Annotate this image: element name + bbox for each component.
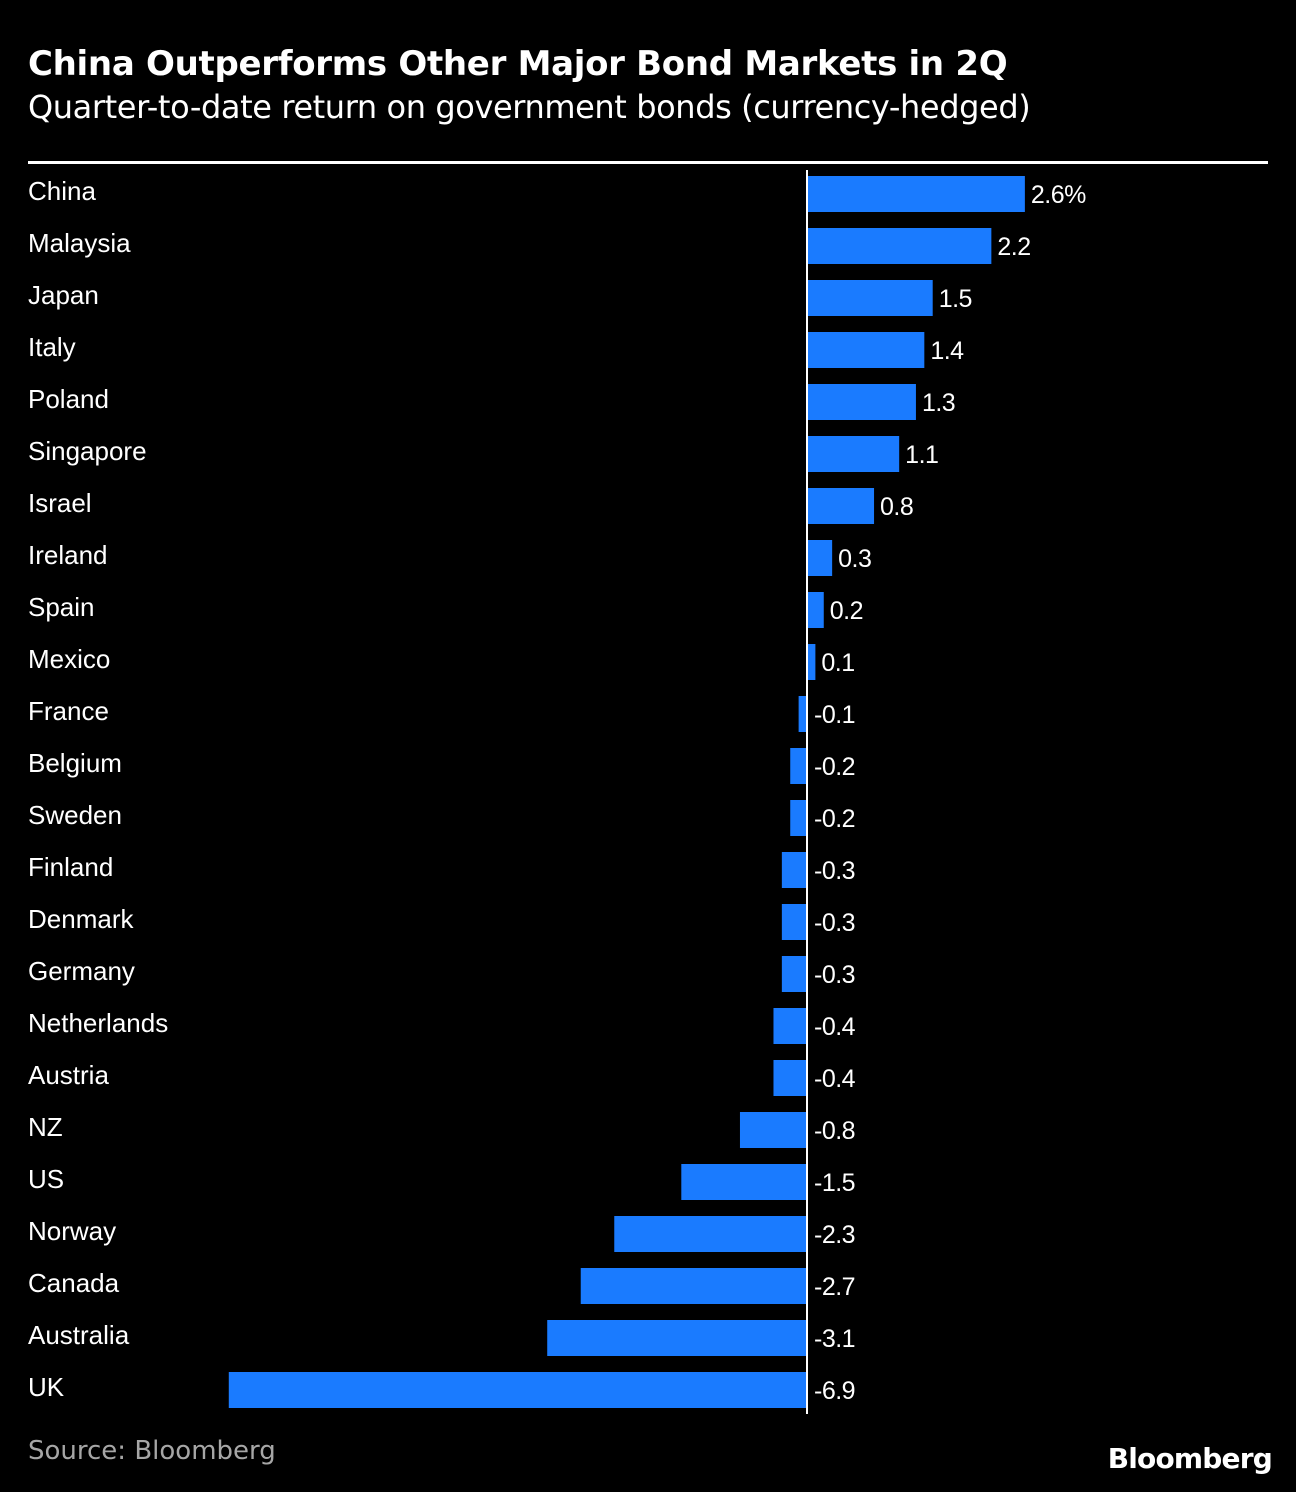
category-label-malaysia: Malaysia [28, 228, 131, 258]
value-label-canada: -2.7 [814, 1273, 855, 1301]
category-label-us: US [28, 1164, 64, 1194]
category-label-nz: NZ [28, 1112, 63, 1142]
category-label-sweden: Sweden [28, 800, 122, 830]
category-label-uk: UK [28, 1372, 65, 1402]
value-label-uk: -6.9 [814, 1377, 855, 1405]
value-label-denmark: -0.3 [814, 909, 855, 937]
value-label-japan: 1.5 [939, 285, 972, 313]
chart-title: China Outperforms Other Major Bond Marke… [28, 44, 1008, 84]
chart-subtitle: Quarter-to-date return on government bon… [28, 88, 1031, 126]
category-label-france: France [28, 696, 109, 726]
bar-uk [228, 1372, 807, 1408]
value-label-australia: -3.1 [814, 1325, 855, 1353]
value-label-israel: 0.8 [880, 493, 913, 521]
bar-belgium [790, 748, 807, 784]
value-label-singapore: 1.1 [905, 441, 938, 469]
value-label-germany: -0.3 [814, 961, 855, 989]
value-label-france: -0.1 [814, 701, 855, 729]
category-label-japan: Japan [28, 280, 99, 310]
value-label-spain: 0.2 [830, 597, 863, 625]
bar-norway [614, 1216, 807, 1252]
value-label-italy: 1.4 [930, 337, 964, 365]
title-divider [28, 161, 1268, 164]
category-label-poland: Poland [28, 384, 109, 414]
bar-finland [781, 852, 807, 888]
value-label-mexico: 0.1 [821, 649, 854, 677]
bar-ireland [807, 540, 833, 576]
bar-denmark [781, 904, 807, 940]
value-label-malaysia: 2.2 [997, 233, 1030, 261]
value-label-netherlands: -0.4 [814, 1013, 856, 1041]
category-label-germany: Germany [28, 956, 135, 986]
bar-japan [807, 280, 933, 316]
category-label-china: China [28, 176, 96, 206]
bar-canada [580, 1268, 807, 1304]
value-label-sweden: -0.2 [814, 805, 855, 833]
category-label-austria: Austria [28, 1060, 109, 1090]
bar-france [798, 696, 807, 732]
bar-nz [739, 1112, 807, 1148]
category-label-mexico: Mexico [28, 644, 110, 674]
value-label-china: 2.6% [1031, 181, 1086, 209]
category-label-finland: Finland [28, 852, 113, 882]
bar-mexico [807, 644, 816, 680]
category-label-ireland: Ireland [28, 540, 108, 570]
category-label-italy: Italy [28, 332, 76, 362]
value-label-belgium: -0.2 [814, 753, 855, 781]
value-label-norway: -2.3 [814, 1221, 855, 1249]
category-label-spain: Spain [28, 592, 95, 622]
category-label-singapore: Singapore [28, 436, 147, 466]
bar-china [807, 176, 1025, 212]
category-label-norway: Norway [28, 1216, 116, 1246]
bar-israel [807, 488, 875, 524]
bar-us [681, 1164, 807, 1200]
bar-austria [773, 1060, 807, 1096]
bar-poland [807, 384, 916, 420]
value-label-us: -1.5 [814, 1169, 855, 1197]
bar-germany [781, 956, 807, 992]
category-label-denmark: Denmark [28, 904, 134, 934]
value-label-poland: 1.3 [922, 389, 955, 417]
category-label-australia: Australia [28, 1320, 130, 1350]
value-label-nz: -0.8 [814, 1117, 855, 1145]
category-label-belgium: Belgium [28, 748, 122, 778]
bar-sweden [790, 800, 807, 836]
value-label-ireland: 0.3 [838, 545, 871, 573]
category-label-netherlands: Netherlands [28, 1008, 168, 1038]
bar-singapore [807, 436, 900, 472]
bar-chart: China 2.6% Malaysia 2.2 Japan 1.5 Italy 1.4 Pola… [28, 170, 1087, 1414]
bloomberg-logo: Bloomberg [1107, 1442, 1273, 1475]
bar-netherlands [773, 1008, 807, 1044]
category-label-canada: Canada [28, 1268, 120, 1298]
value-label-finland: -0.3 [814, 857, 855, 885]
source-note: Source: Bloomberg [28, 1436, 276, 1466]
bar-spain [807, 592, 824, 628]
category-label-israel: Israel [28, 488, 92, 518]
bar-malaysia [807, 228, 992, 264]
bar-australia [547, 1320, 807, 1356]
bar-italy [807, 332, 925, 368]
value-label-austria: -0.4 [814, 1065, 856, 1093]
